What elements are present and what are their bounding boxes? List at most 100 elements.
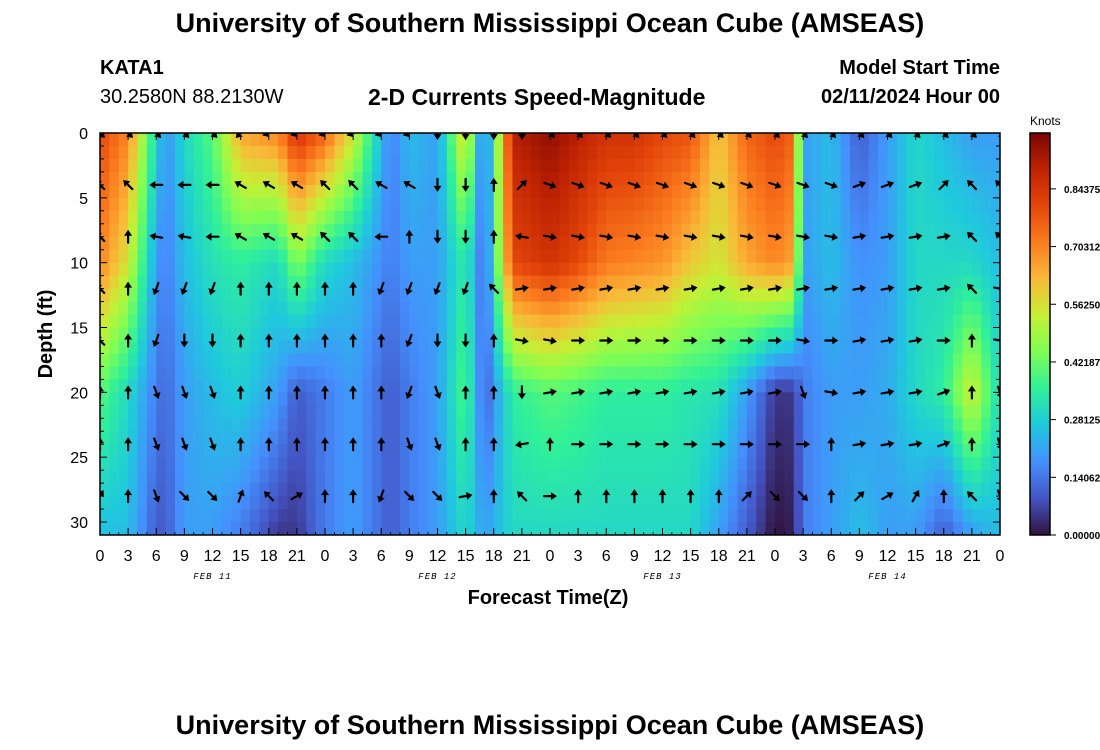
heatmap-cell bbox=[859, 171, 870, 186]
heatmap-cell bbox=[446, 236, 457, 251]
heatmap-cell bbox=[446, 392, 457, 406]
heatmap-cell bbox=[559, 262, 570, 277]
heatmap-cell bbox=[409, 327, 420, 342]
heatmap-cell bbox=[606, 496, 617, 510]
current-vector-arrow bbox=[209, 385, 217, 399]
heatmap-cell bbox=[718, 249, 729, 264]
heatmap-cell bbox=[812, 379, 823, 393]
heatmap-cell bbox=[859, 431, 870, 445]
heatmap-cell bbox=[165, 249, 176, 264]
x-tick-label: 21 bbox=[738, 548, 756, 565]
heatmap-cell bbox=[531, 366, 542, 380]
heatmap-cell bbox=[165, 262, 176, 277]
heatmap-cell bbox=[634, 158, 645, 173]
heatmap-cell bbox=[296, 236, 307, 251]
heatmap-cell bbox=[512, 522, 523, 535]
heatmap-cell bbox=[278, 184, 289, 199]
heatmap-cell bbox=[353, 340, 364, 355]
heatmap-cell bbox=[606, 509, 617, 523]
heatmap-cell bbox=[634, 197, 645, 212]
heatmap-cell bbox=[512, 483, 523, 497]
heatmap-cell bbox=[559, 496, 570, 510]
heatmap-cell bbox=[765, 314, 776, 329]
current-vector-arrow bbox=[123, 179, 134, 191]
heatmap-cell bbox=[868, 223, 879, 238]
heatmap-cell bbox=[606, 366, 617, 380]
heatmap-cell bbox=[390, 249, 401, 264]
heatmap-cell bbox=[184, 340, 195, 355]
heatmap-cell bbox=[128, 301, 139, 316]
heatmap-cell bbox=[315, 470, 326, 484]
current-vector-arrow bbox=[516, 491, 528, 502]
heatmap-cell bbox=[390, 133, 401, 147]
current-vector-arrow bbox=[852, 336, 867, 345]
heatmap-cell bbox=[850, 223, 860, 238]
heatmap-cell bbox=[671, 327, 682, 342]
heatmap-cell bbox=[484, 262, 495, 277]
heatmap-cell bbox=[653, 405, 664, 419]
heatmap-cell bbox=[521, 171, 532, 186]
heatmap-cell bbox=[653, 431, 664, 445]
heatmap-cell bbox=[231, 197, 242, 212]
heatmap-cell bbox=[175, 223, 185, 238]
heatmap-cell bbox=[146, 483, 157, 497]
heatmap-cell bbox=[437, 236, 448, 251]
heatmap-cell bbox=[812, 470, 823, 484]
heatmap-cell bbox=[746, 470, 757, 484]
heatmap-cell bbox=[362, 210, 373, 225]
heatmap-cell bbox=[850, 353, 860, 368]
heatmap-cell bbox=[634, 262, 645, 277]
heatmap-cell bbox=[896, 509, 907, 523]
heatmap-cell bbox=[156, 223, 167, 238]
heatmap-cell bbox=[193, 483, 204, 497]
heatmap-cell bbox=[718, 197, 729, 212]
heatmap-cell bbox=[662, 353, 673, 368]
heatmap-cell bbox=[700, 405, 710, 419]
heatmap-cell bbox=[231, 184, 242, 199]
heatmap-cell bbox=[409, 184, 420, 199]
heatmap-cell bbox=[371, 210, 382, 225]
heatmap-cell bbox=[296, 379, 307, 393]
heatmap-cell bbox=[681, 223, 692, 238]
heatmap-cell bbox=[718, 184, 729, 199]
heatmap-cell bbox=[728, 509, 739, 523]
heatmap-cell bbox=[409, 431, 420, 445]
current-vector-arrow bbox=[937, 388, 951, 396]
heatmap-cell bbox=[137, 496, 148, 510]
heatmap-cell bbox=[718, 314, 729, 329]
heatmap-cell bbox=[418, 275, 429, 290]
heatmap-cell bbox=[315, 457, 326, 471]
heatmap-cell bbox=[531, 197, 542, 212]
heatmap-cell bbox=[146, 223, 157, 238]
heatmap-cell bbox=[971, 301, 982, 316]
heatmap-cell bbox=[550, 431, 560, 445]
heatmap-cell bbox=[250, 133, 260, 147]
current-vector-arrow bbox=[542, 492, 557, 501]
current-vector-arrow bbox=[824, 284, 839, 293]
heatmap-cell bbox=[953, 405, 964, 419]
heatmap-cell bbox=[653, 184, 664, 199]
heatmap-cell bbox=[746, 483, 757, 497]
heatmap-cell bbox=[343, 431, 354, 445]
heatmap-cell bbox=[493, 249, 504, 264]
heatmap-cell bbox=[456, 431, 467, 445]
heatmap-cell bbox=[503, 158, 514, 173]
heatmap-cell bbox=[653, 457, 664, 471]
current-vector-arrow bbox=[852, 232, 867, 241]
heatmap-cell bbox=[671, 249, 682, 264]
current-vector-arrow bbox=[769, 490, 780, 502]
heatmap-cell bbox=[840, 379, 851, 393]
heatmap-cell bbox=[175, 171, 185, 186]
heatmap-cell bbox=[475, 496, 485, 510]
heatmap-cell bbox=[662, 301, 673, 316]
heatmap-cell bbox=[118, 158, 129, 173]
heatmap-cell bbox=[737, 133, 748, 147]
heatmap-cell bbox=[184, 405, 195, 419]
heatmap-cell bbox=[915, 379, 926, 393]
heatmap-cell bbox=[381, 509, 392, 523]
heatmap-cell bbox=[175, 522, 185, 535]
heatmap-cell bbox=[653, 171, 664, 186]
heatmap-cell bbox=[315, 158, 326, 173]
heatmap-cell bbox=[812, 314, 823, 329]
